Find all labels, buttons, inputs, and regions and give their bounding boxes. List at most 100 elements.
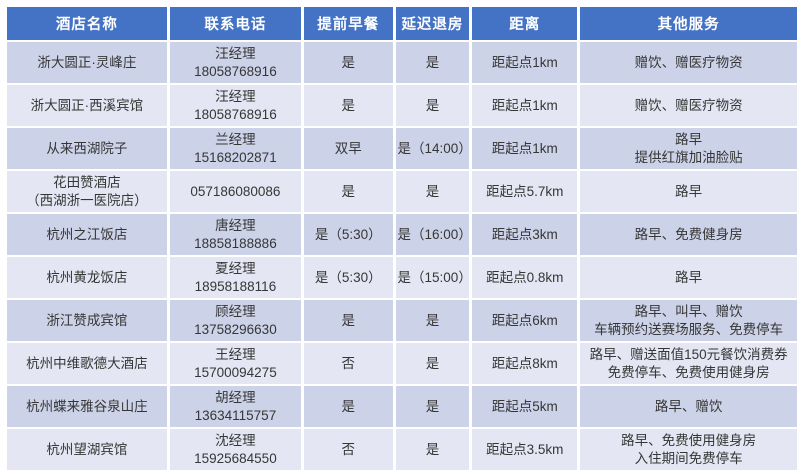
checkout-cell-line: 是 bbox=[425, 355, 440, 371]
hotel-name-cell-line: 浙大圆正·灵峰庄 bbox=[37, 54, 137, 70]
table-header: 酒店名称 联系电话 提前早餐 延迟退房 距离 其他服务 bbox=[7, 7, 797, 40]
services-cell-line: 路早 bbox=[675, 183, 703, 199]
distance-cell-line: 距起点0.8km bbox=[486, 269, 564, 285]
hotel-name-cell-line: 杭州中维歌德大酒店 bbox=[26, 355, 148, 371]
breakfast-cell-line: 是 bbox=[341, 54, 356, 70]
distance-cell: 距起点1km bbox=[472, 128, 578, 169]
phone-cell: 汪经理 18058768916 bbox=[169, 85, 302, 126]
distance-cell: 距起点3km bbox=[472, 214, 578, 255]
checkout-cell: 是 bbox=[395, 42, 470, 83]
checkout-cell: 是 bbox=[395, 171, 470, 212]
breakfast-cell: 是 bbox=[304, 386, 393, 427]
services-cell: 路早 bbox=[580, 171, 797, 212]
phone-cell-line: 18058768916 bbox=[194, 63, 277, 79]
hotel-name-cell: 杭州蝶来雅谷泉山庄 bbox=[7, 386, 167, 427]
hotel-name-cell-line: 浙江赞成宾馆 bbox=[46, 312, 128, 328]
distance-cell-line: 距起点1km bbox=[491, 97, 558, 113]
phone-cell-line: 13634115757 bbox=[194, 407, 277, 423]
breakfast-cell-line: 双早 bbox=[334, 140, 362, 156]
hotel-name-cell-line: 杭州之江饭店 bbox=[46, 226, 128, 242]
phone-cell: 王经理 15700094275 bbox=[169, 343, 302, 384]
breakfast-cell-line: 是（5:30） bbox=[314, 269, 382, 285]
distance-cell: 距起点0.8km bbox=[472, 257, 578, 298]
services-cell-line: 路早、叫早、赠饮 bbox=[634, 303, 743, 319]
services-cell-line: 提供红旗加油脸贴 bbox=[634, 149, 743, 165]
services-cell: 赠饮、赠医疗物资 bbox=[580, 85, 797, 126]
checkout-cell: 是 bbox=[395, 85, 470, 126]
services-cell-line: 赠饮、赠医疗物资 bbox=[634, 54, 743, 70]
checkout-cell: 是（16:00） bbox=[395, 214, 472, 255]
phone-cell-line: 沈经理 bbox=[215, 432, 256, 448]
header-late-checkout: 延迟退房 bbox=[395, 7, 470, 40]
phone-cell-line: 汪经理 bbox=[215, 88, 256, 104]
breakfast-cell: 是 bbox=[304, 171, 393, 212]
checkout-cell: 是 bbox=[395, 300, 470, 341]
phone-cell-line: 15925684550 bbox=[194, 450, 277, 466]
table-row: 杭州蝶来雅谷泉山庄 胡经理 13634115757 是 是 距起点5km 路早、赠饮 bbox=[7, 386, 797, 427]
services-cell-line: 免费停车、免费使用健身房 bbox=[607, 364, 770, 380]
services-cell: 路早提供红旗加油脸贴 bbox=[580, 128, 797, 169]
phone-cell-line: 王经理 bbox=[215, 346, 256, 362]
hotel-name-cell: 花田赞酒店 （西湖浙一医院店） bbox=[7, 171, 167, 212]
services-cell-line: 路早、赠饮 bbox=[654, 398, 723, 414]
hotel-table-wrap: 酒店名称 联系电话 提前早餐 延迟退房 距离 其他服务 浙大圆正·灵峰庄 汪经理 1… bbox=[4, 5, 800, 472]
hotel-name-cell-line: 花田赞酒店 bbox=[53, 174, 121, 190]
phone-cell: 兰经理 15168202871 bbox=[169, 128, 302, 169]
hotel-name-cell-line: 从来西湖院子 bbox=[46, 140, 128, 156]
breakfast-cell: 是（5:30） bbox=[304, 214, 393, 255]
phone-cell: 夏经理 18958188116 bbox=[169, 257, 302, 298]
checkout-cell-line: 是 bbox=[425, 398, 440, 414]
services-cell-line: 路早、免费使用健身房 bbox=[621, 432, 757, 448]
services-cell: 路早、赠送面值150元餐饮消费券 免费停车、免费使用健身房 bbox=[580, 343, 797, 384]
phone-cell-line: 顾经理 bbox=[215, 303, 256, 319]
services-cell-line: 入住期间免费停车 bbox=[634, 450, 743, 466]
distance-cell-line: 距起点1km bbox=[491, 54, 558, 70]
table-row: 浙大圆正·西溪宾馆 汪经理 18058768916 是 是 距起点1km 赠饮、赠医疗物资 bbox=[7, 85, 797, 126]
phone-cell: 汪经理 18058768916 bbox=[169, 42, 302, 83]
phone-cell-line: 18958188116 bbox=[194, 278, 277, 294]
distance-cell-line: 距起点6km bbox=[491, 312, 558, 328]
phone-cell-line: 18858188886 bbox=[194, 235, 277, 251]
services-cell-line: 路早 bbox=[675, 131, 703, 147]
distance-cell: 距起点8km bbox=[472, 343, 578, 384]
breakfast-cell-line: 是 bbox=[341, 97, 356, 113]
table-row: 从来西湖院子 兰经理 15168202871 双早 是（14:00） 距起点1km 路早提供… bbox=[7, 128, 797, 169]
breakfast-cell-line: 是 bbox=[341, 398, 356, 414]
breakfast-cell-line: 否 bbox=[341, 355, 356, 371]
services-cell: 路早、免费健身房 bbox=[580, 214, 797, 255]
hotel-name-cell-line: （西湖浙一医院店） bbox=[26, 192, 148, 208]
table-row: 浙大圆正·灵峰庄 汪经理 18058768916 是 是 距起点1km 赠饮、赠医疗物资 bbox=[7, 42, 797, 83]
services-cell-line: 车辆预约送赛场服务、免费停车 bbox=[594, 321, 784, 337]
breakfast-cell: 是 bbox=[304, 42, 393, 83]
table-row: 杭州之江饭店 唐经理 18858188886 是（5:30） 是（16:00） 距起点3k… bbox=[7, 214, 797, 255]
phone-cell-line: 夏经理 bbox=[215, 260, 256, 276]
hotel-name-cell: 杭州黄龙饭店 bbox=[7, 257, 167, 298]
checkout-cell-line: 是 bbox=[425, 183, 440, 199]
hotel-name-cell: 杭州之江饭店 bbox=[7, 214, 167, 255]
hotel-name-cell-line: 杭州蝶来雅谷泉山庄 bbox=[26, 398, 148, 414]
breakfast-cell: 否 bbox=[304, 343, 393, 384]
checkout-cell: 是（14:00） bbox=[395, 128, 472, 169]
services-cell: 路早、赠饮 bbox=[580, 386, 797, 427]
checkout-cell-line: 是（16:00） bbox=[397, 226, 472, 242]
table-row: 花田赞酒店 （西湖浙一医院店） 057186080086 是 是 距起点5.7km 路早 bbox=[7, 171, 797, 212]
table-row: 杭州中维歌德大酒店 王经理 15700094275 否 是 距起点8km 路早、赠送面值15… bbox=[7, 343, 797, 384]
header-hotel-name: 酒店名称 bbox=[7, 7, 167, 40]
header-distance: 距离 bbox=[472, 7, 578, 40]
checkout-cell: 是（15:00） bbox=[395, 257, 472, 298]
distance-cell: 距起点1km bbox=[472, 85, 578, 126]
distance-cell-line: 距起点1km bbox=[491, 140, 558, 156]
phone-cell-line: 15168202871 bbox=[194, 149, 277, 165]
hotel-info-table: 酒店名称 联系电话 提前早餐 延迟退房 距离 其他服务 浙大圆正·灵峰庄 汪经理 1… bbox=[4, 5, 800, 472]
header-row: 酒店名称 联系电话 提前早餐 延迟退房 距离 其他服务 bbox=[7, 7, 797, 40]
distance-cell: 距起点6km bbox=[472, 300, 578, 341]
distance-cell: 距起点5km bbox=[472, 386, 578, 427]
checkout-cell-line: 是（15:00） bbox=[397, 269, 472, 285]
checkout-cell: 是 bbox=[395, 386, 470, 427]
checkout-cell-line: 是 bbox=[425, 97, 440, 113]
distance-cell-line: 距起点5km bbox=[491, 398, 558, 414]
checkout-cell-line: 是（14:00） bbox=[397, 140, 472, 156]
checkout-cell-line: 是 bbox=[425, 312, 440, 328]
header-contact-phone: 联系电话 bbox=[169, 7, 302, 40]
table-row: 浙江赞成宾馆 顾经理 13758296630 是 是 距起点6km 路早、叫早、赠饮 车辆预约… bbox=[7, 300, 797, 341]
